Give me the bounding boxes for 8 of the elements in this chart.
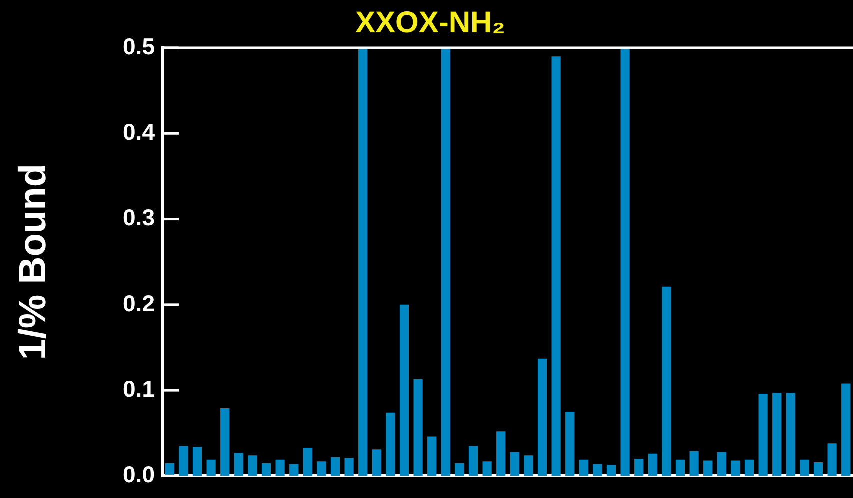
y-axis-title: 1/% Bound [12,164,54,360]
y-tick-label: 0.0 [123,462,155,488]
y-tick-label: 0.3 [123,204,155,231]
y-tick-label: 0.4 [123,118,156,145]
y-tick-label: 0.5 [123,33,156,60]
chart-title: XXOX-NH₂ [355,6,506,40]
y-tick-label: 0.2 [123,290,155,316]
y-tick-label: 0.1 [123,376,156,402]
